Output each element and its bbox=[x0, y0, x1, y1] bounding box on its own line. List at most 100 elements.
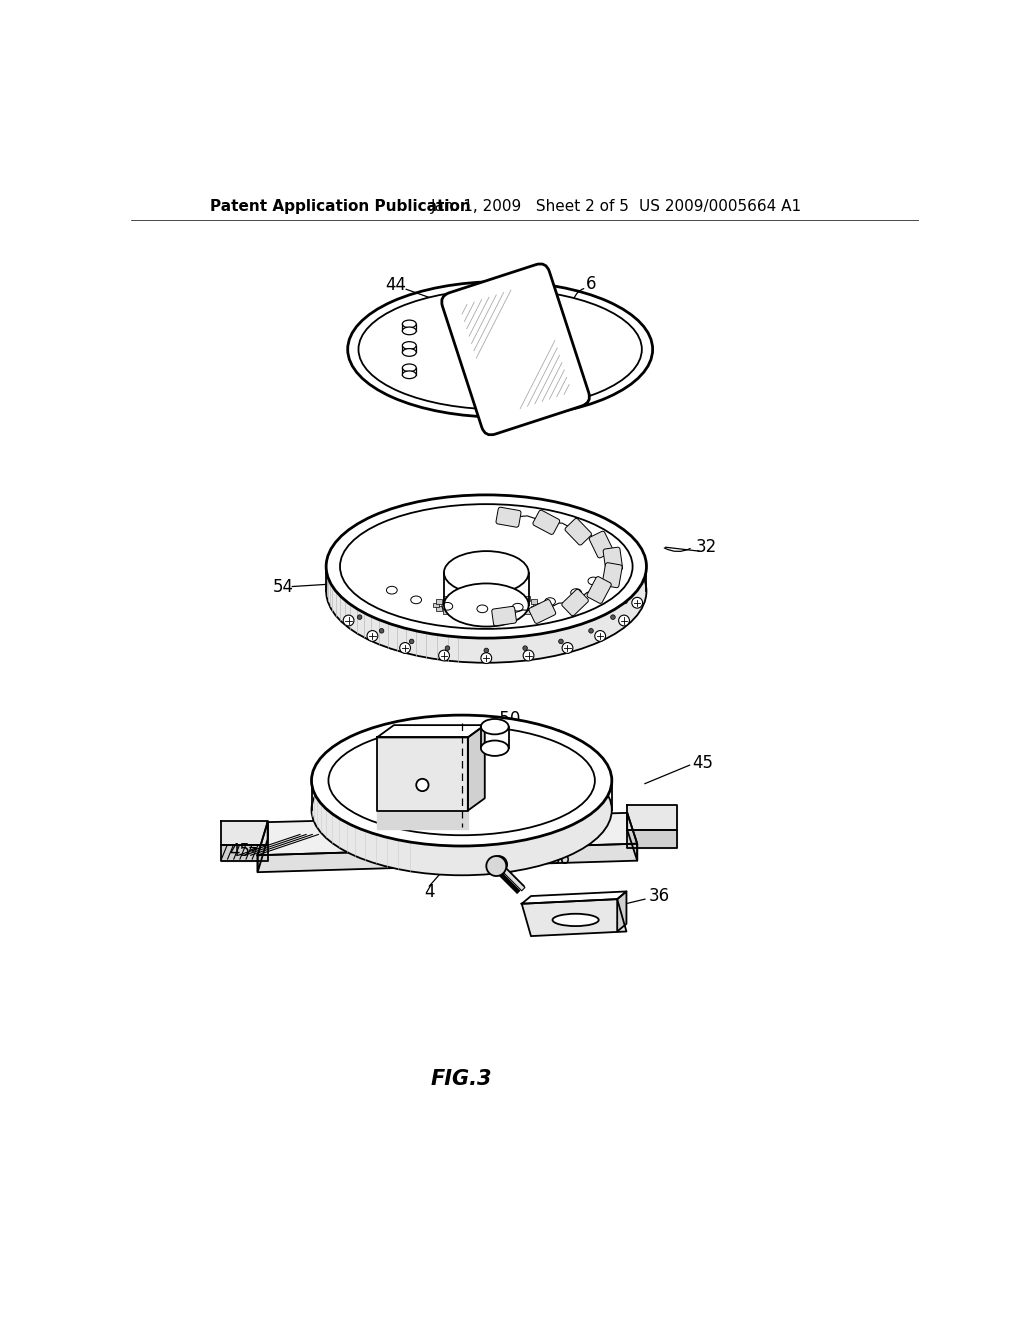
FancyBboxPatch shape bbox=[441, 264, 590, 434]
Circle shape bbox=[523, 645, 527, 651]
Circle shape bbox=[589, 628, 593, 634]
Bar bbox=[454, 611, 460, 616]
Circle shape bbox=[343, 615, 354, 626]
Text: 46: 46 bbox=[371, 737, 391, 754]
Ellipse shape bbox=[402, 327, 416, 335]
Ellipse shape bbox=[329, 726, 595, 836]
Circle shape bbox=[445, 645, 450, 651]
FancyBboxPatch shape bbox=[603, 548, 623, 572]
Bar bbox=[435, 599, 441, 605]
Ellipse shape bbox=[326, 495, 646, 638]
FancyBboxPatch shape bbox=[496, 507, 521, 527]
Polygon shape bbox=[221, 821, 267, 845]
Ellipse shape bbox=[326, 520, 646, 663]
Bar bbox=[468, 593, 474, 597]
Polygon shape bbox=[377, 810, 468, 829]
Polygon shape bbox=[521, 891, 627, 904]
Text: 48: 48 bbox=[347, 750, 369, 768]
Circle shape bbox=[632, 598, 643, 609]
Circle shape bbox=[357, 615, 361, 619]
FancyBboxPatch shape bbox=[492, 606, 516, 626]
Polygon shape bbox=[258, 843, 637, 873]
FancyBboxPatch shape bbox=[565, 519, 592, 545]
Text: 52: 52 bbox=[543, 729, 563, 746]
Bar bbox=[435, 606, 441, 611]
Circle shape bbox=[490, 855, 507, 873]
Ellipse shape bbox=[402, 348, 416, 356]
Bar bbox=[530, 599, 537, 605]
Bar bbox=[499, 593, 505, 597]
Ellipse shape bbox=[444, 583, 528, 627]
Polygon shape bbox=[258, 813, 637, 855]
Circle shape bbox=[416, 779, 429, 791]
Text: 45: 45 bbox=[229, 842, 250, 861]
Circle shape bbox=[367, 631, 378, 642]
Polygon shape bbox=[377, 725, 484, 738]
Circle shape bbox=[438, 651, 450, 661]
Bar bbox=[454, 594, 460, 598]
Polygon shape bbox=[521, 899, 627, 936]
Text: Jan. 1, 2009   Sheet 2 of 5: Jan. 1, 2009 Sheet 2 of 5 bbox=[431, 198, 630, 214]
FancyBboxPatch shape bbox=[529, 599, 556, 623]
Circle shape bbox=[618, 615, 630, 626]
Bar bbox=[442, 597, 449, 601]
Bar bbox=[523, 597, 529, 601]
Bar bbox=[534, 603, 540, 607]
Circle shape bbox=[399, 643, 411, 653]
Text: 32: 32 bbox=[696, 539, 717, 556]
Text: US 2009/0005664 A1: US 2009/0005664 A1 bbox=[639, 198, 801, 214]
FancyBboxPatch shape bbox=[562, 589, 589, 616]
Text: 45: 45 bbox=[692, 754, 714, 772]
Ellipse shape bbox=[348, 281, 652, 417]
Polygon shape bbox=[617, 891, 627, 932]
Ellipse shape bbox=[444, 552, 528, 594]
Bar bbox=[523, 609, 529, 614]
Text: 10: 10 bbox=[365, 824, 386, 841]
Circle shape bbox=[481, 653, 492, 664]
Bar bbox=[483, 591, 489, 597]
Text: 36: 36 bbox=[649, 887, 670, 906]
Ellipse shape bbox=[311, 715, 611, 846]
Ellipse shape bbox=[402, 371, 416, 379]
Bar bbox=[499, 612, 505, 618]
Bar bbox=[530, 606, 537, 611]
Ellipse shape bbox=[402, 342, 416, 350]
FancyBboxPatch shape bbox=[602, 562, 623, 587]
Text: 66: 66 bbox=[550, 850, 571, 869]
Text: FIG.3: FIG.3 bbox=[431, 1069, 493, 1089]
Bar bbox=[433, 603, 439, 607]
Text: 6: 6 bbox=[586, 275, 596, 293]
Ellipse shape bbox=[402, 321, 416, 327]
FancyBboxPatch shape bbox=[589, 531, 613, 558]
Polygon shape bbox=[628, 813, 637, 861]
Bar bbox=[513, 611, 519, 616]
Circle shape bbox=[595, 631, 605, 642]
Circle shape bbox=[562, 643, 572, 653]
Polygon shape bbox=[628, 830, 677, 847]
Circle shape bbox=[484, 648, 488, 653]
Text: –50: –50 bbox=[490, 710, 520, 727]
Circle shape bbox=[379, 628, 384, 634]
Circle shape bbox=[559, 639, 563, 644]
Ellipse shape bbox=[481, 741, 509, 756]
Bar bbox=[442, 609, 449, 614]
Bar bbox=[468, 612, 474, 618]
Circle shape bbox=[623, 599, 628, 603]
Circle shape bbox=[610, 615, 615, 619]
Ellipse shape bbox=[481, 719, 509, 734]
Ellipse shape bbox=[358, 289, 642, 409]
Circle shape bbox=[486, 855, 506, 876]
Text: 4: 4 bbox=[424, 883, 434, 902]
FancyBboxPatch shape bbox=[532, 510, 560, 535]
Bar bbox=[483, 614, 489, 618]
Circle shape bbox=[523, 651, 534, 661]
Ellipse shape bbox=[402, 364, 416, 372]
Polygon shape bbox=[377, 738, 468, 810]
Text: 44: 44 bbox=[386, 276, 407, 294]
Polygon shape bbox=[628, 805, 677, 830]
Text: Patent Application Publication: Patent Application Publication bbox=[210, 198, 471, 214]
Text: 54: 54 bbox=[272, 578, 294, 595]
Ellipse shape bbox=[340, 504, 633, 628]
Polygon shape bbox=[258, 822, 267, 873]
Polygon shape bbox=[221, 845, 267, 861]
